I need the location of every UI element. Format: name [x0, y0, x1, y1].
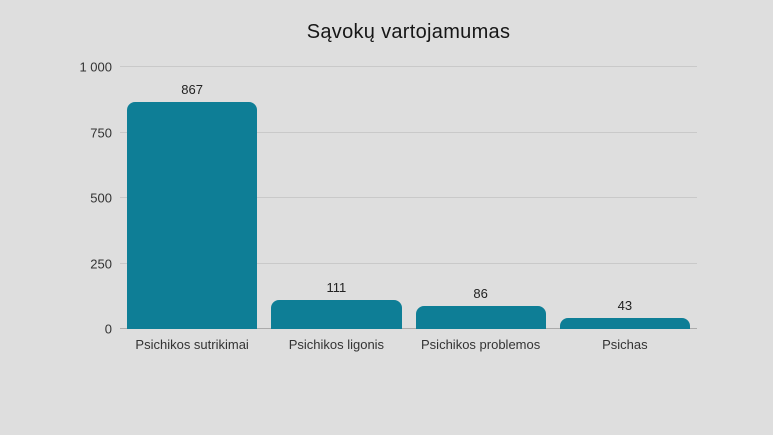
- y-tick-label: 750: [90, 125, 112, 140]
- y-tick-label: 0: [104, 321, 112, 337]
- y-tick-label: 250: [90, 256, 112, 271]
- x-axis-line: [120, 328, 697, 329]
- y-tick-label: 1 000: [79, 59, 112, 75]
- x-tick-label: Psichikos problemos: [421, 337, 541, 352]
- bar: [271, 300, 402, 329]
- bar: [127, 102, 258, 329]
- bar-slot: 111: [264, 67, 408, 329]
- bar: [559, 318, 690, 329]
- bar-value-label: 43: [617, 298, 633, 313]
- bar-value-label: 111: [326, 280, 347, 295]
- x-tick-label: Psichas: [602, 337, 648, 352]
- x-tick-label: Psichikos ligonis: [288, 337, 385, 352]
- bar-slot: 867: [120, 67, 264, 329]
- plot-area: 867 111 86 43: [120, 66, 697, 329]
- gridline: [120, 197, 697, 198]
- gridline: [120, 131, 697, 133]
- chart-title: Sąvokų vartojamumas: [306, 21, 511, 43]
- y-tick-label: 500: [90, 190, 112, 206]
- x-tick-label: Psichikos sutrikimai: [135, 337, 249, 352]
- gridline: [120, 262, 697, 264]
- bar-slot: 43: [553, 67, 697, 329]
- bar-slot: 86: [409, 67, 553, 329]
- bar-value-label: 86: [473, 286, 488, 301]
- bar-value-label: 867: [181, 82, 203, 97]
- bar: [415, 306, 546, 329]
- gridline: [120, 66, 697, 67]
